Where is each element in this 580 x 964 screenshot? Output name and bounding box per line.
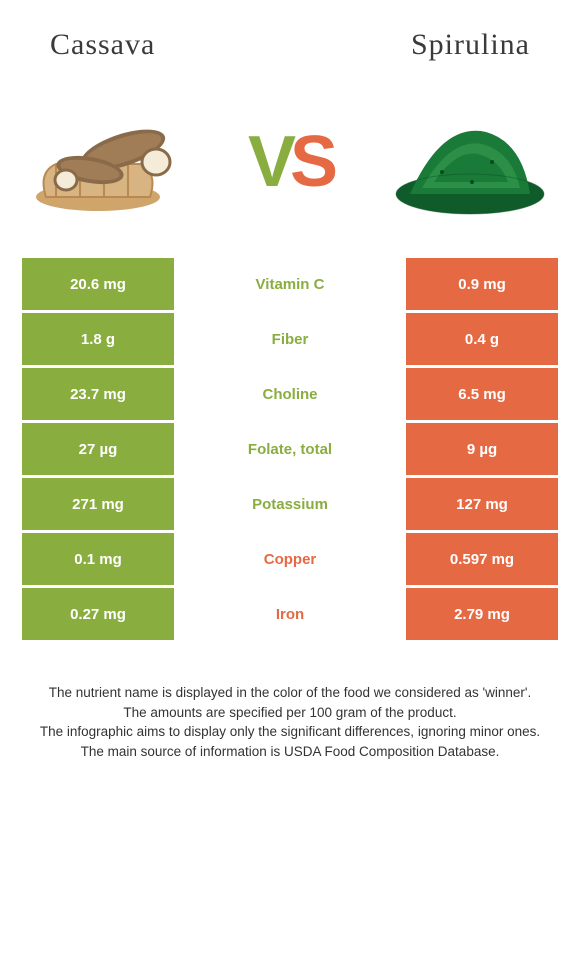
table-row: 23.7 mgCholine6.5 mg (22, 368, 558, 420)
nutrient-name-cell: Choline (174, 368, 406, 420)
right-value-cell: 0.9 mg (406, 258, 558, 310)
cassava-image (28, 102, 198, 222)
right-value-cell: 127 mg (406, 478, 558, 530)
footer-line-4: The main source of information is USDA F… (28, 742, 552, 762)
images-row: VS (0, 62, 580, 258)
left-value-cell: 27 µg (22, 423, 174, 475)
nutrient-name-cell: Copper (174, 533, 406, 585)
footer-line-1: The nutrient name is displayed in the co… (28, 683, 552, 703)
vs-badge: VS (248, 121, 332, 203)
nutrient-name-cell: Potassium (174, 478, 406, 530)
nutrient-name-cell: Iron (174, 588, 406, 640)
table-row: 20.6 mgVitamin C0.9 mg (22, 258, 558, 310)
right-value-cell: 6.5 mg (406, 368, 558, 420)
left-value-cell: 271 mg (22, 478, 174, 530)
nutrient-name-cell: Vitamin C (174, 258, 406, 310)
left-value-cell: 20.6 mg (22, 258, 174, 310)
nutrient-table: 20.6 mgVitamin C0.9 mg1.8 gFiber0.4 g23.… (22, 258, 558, 640)
table-row: 27 µgFolate, total9 µg (22, 423, 558, 475)
footer-line-3: The infographic aims to display only the… (28, 722, 552, 742)
header: Cassava Spirulina (0, 0, 580, 62)
footer-notes: The nutrient name is displayed in the co… (0, 643, 580, 761)
left-food-title: Cassava (50, 28, 155, 62)
left-value-cell: 0.27 mg (22, 588, 174, 640)
footer-line-2: The amounts are specified per 100 gram o… (28, 703, 552, 723)
right-value-cell: 2.79 mg (406, 588, 558, 640)
nutrient-name-cell: Folate, total (174, 423, 406, 475)
right-value-cell: 9 µg (406, 423, 558, 475)
vs-v-letter: V (248, 122, 290, 202)
table-row: 271 mgPotassium127 mg (22, 478, 558, 530)
table-row: 0.27 mgIron2.79 mg (22, 588, 558, 640)
left-value-cell: 23.7 mg (22, 368, 174, 420)
right-value-cell: 0.597 mg (406, 533, 558, 585)
table-row: 1.8 gFiber0.4 g (22, 313, 558, 365)
nutrient-name-cell: Fiber (174, 313, 406, 365)
right-food-title: Spirulina (411, 28, 530, 62)
vs-s-letter: S (290, 122, 332, 202)
right-value-cell: 0.4 g (406, 313, 558, 365)
spirulina-image (382, 102, 552, 222)
left-value-cell: 0.1 mg (22, 533, 174, 585)
table-row: 0.1 mgCopper0.597 mg (22, 533, 558, 585)
left-value-cell: 1.8 g (22, 313, 174, 365)
